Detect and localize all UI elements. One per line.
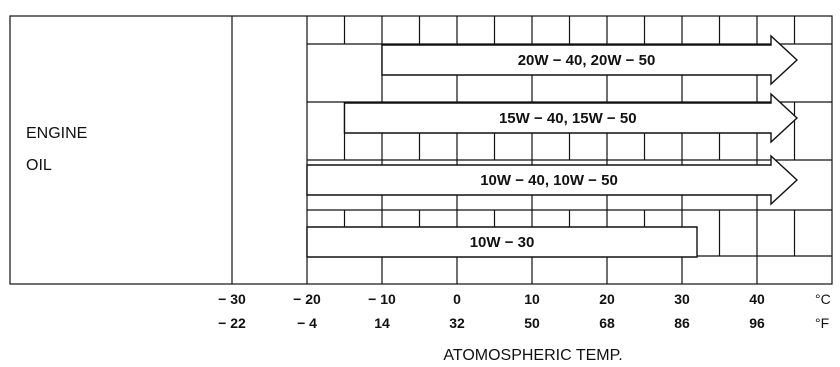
tick-label-fahrenheit: 86 [674, 315, 690, 331]
band-label: 20W − 40, 20W − 50 [518, 52, 656, 69]
chart-frame [9, 15, 833, 285]
tick-label-celsius: 40 [749, 291, 765, 307]
x-axis-title: ATOMOSPHERIC TEMP. [443, 347, 622, 364]
tick-label-fahrenheit: 50 [524, 315, 540, 331]
band-arrow [306, 226, 698, 258]
band-label: 10W − 30 [470, 234, 535, 251]
tick-label-fahrenheit: 32 [449, 315, 465, 331]
unit-fahrenheit: °F [815, 315, 829, 331]
row-label-line-1: ENGINE [26, 125, 87, 142]
tick-label-fahrenheit: 14 [374, 315, 390, 331]
tick-label-celsius: − 20 [293, 291, 321, 307]
tick-label-celsius: 20 [599, 291, 615, 307]
tick-label-celsius: − 10 [368, 291, 396, 307]
tick-label-fahrenheit: 68 [599, 315, 615, 331]
tick-label-fahrenheit: − 22 [218, 315, 246, 331]
tick-label-celsius: 0 [453, 291, 461, 307]
temperature-ticks: − 30 − 22 − 20 − 4 − 10 14 0 32 10 50 20 68 30 86 40 96 [218, 291, 765, 331]
unit-celsius: °C [815, 291, 831, 307]
band-arrow [381, 34, 799, 86]
band-arrow [306, 154, 799, 206]
row-label-line-2: OIL [26, 157, 52, 174]
viscosity-bands: 20W − 40, 20W − 50 15W − 40, 15W − 50 10W … [306, 34, 799, 258]
tick-label-celsius: − 30 [218, 291, 246, 307]
tick-label-celsius: 10 [524, 291, 540, 307]
band-arrow [343, 92, 799, 144]
band-label: 10W − 40, 10W − 50 [480, 172, 618, 189]
band-label: 15W − 40, 15W − 50 [499, 110, 637, 127]
tick-label-fahrenheit: 96 [749, 315, 765, 331]
tick-label-celsius: 30 [674, 291, 690, 307]
tick-label-fahrenheit: − 4 [297, 315, 317, 331]
